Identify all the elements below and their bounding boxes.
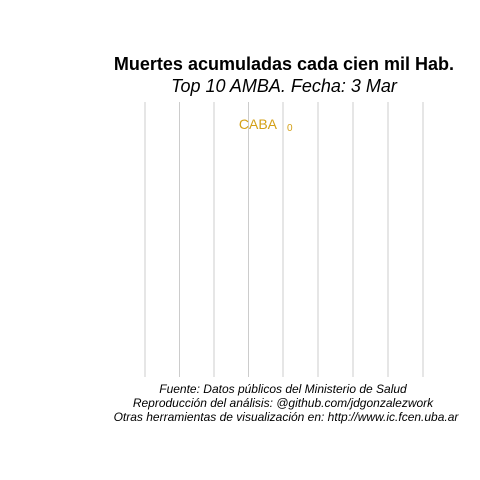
chart-subtitle: Top 10 AMBA. Fecha: 3 Mar <box>171 76 398 96</box>
category-label: CABA <box>239 116 278 132</box>
value-label: 0 <box>287 123 293 134</box>
chart-title: Muertes acumuladas cada cien mil Hab. <box>114 54 454 74</box>
caption-reproduction: Reproducción del análisis: @github.com/j… <box>133 396 434 410</box>
caption-tools: Otras herramientas de visualización en: … <box>114 410 460 424</box>
chart-marks: CABA 0 <box>239 116 293 134</box>
gridlines <box>144 102 424 377</box>
caption-source: Fuente: Datos públicos del Ministerio de… <box>159 382 407 396</box>
